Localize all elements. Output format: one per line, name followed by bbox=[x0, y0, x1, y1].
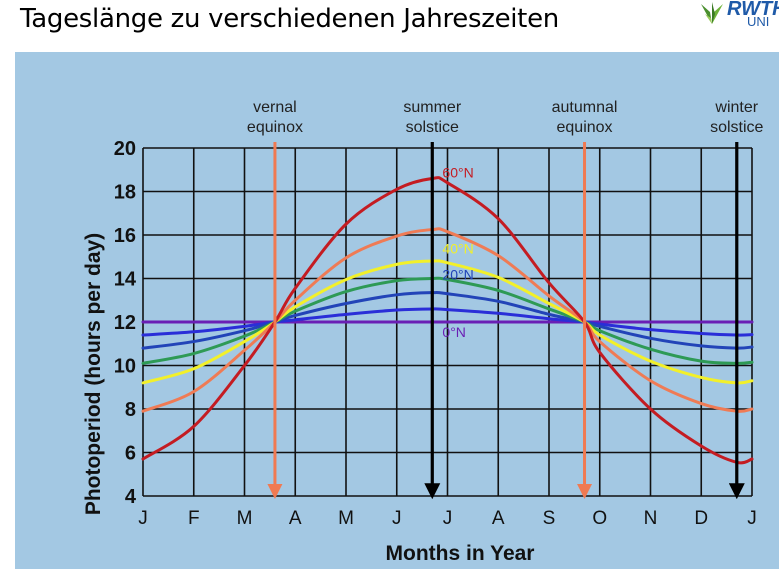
event-label: equinox bbox=[557, 119, 613, 136]
logo-leaf-icon bbox=[697, 0, 727, 26]
y-tick-label: 20 bbox=[114, 138, 136, 160]
event-label: solstice bbox=[406, 119, 459, 136]
y-tick-label: 4 bbox=[125, 486, 137, 508]
y-tick-label: 14 bbox=[114, 269, 137, 291]
event-label: autumnal bbox=[552, 99, 618, 116]
logo-sub-text: UNI bbox=[747, 14, 770, 29]
event-label: summer bbox=[403, 99, 461, 116]
y-tick-label: 6 bbox=[125, 443, 136, 465]
x-tick-label: S bbox=[543, 508, 556, 529]
x-tick-label: F bbox=[188, 508, 200, 529]
event-label: vernal bbox=[253, 99, 297, 116]
y-tick-label: 12 bbox=[114, 312, 136, 334]
x-tick-label: M bbox=[237, 508, 253, 529]
event-label: equinox bbox=[247, 119, 303, 136]
series-line bbox=[141, 176, 754, 465]
y-tick-label: 16 bbox=[114, 225, 136, 247]
chart-panel: 0°N 20°N 40°N 60°N vernal equinox summer solst… bbox=[15, 52, 779, 569]
event-label: winter bbox=[714, 99, 758, 116]
x-tick-label: A bbox=[289, 508, 302, 529]
university-logo: RWTH UNI bbox=[697, 0, 779, 29]
x-tick-label: A bbox=[492, 508, 505, 529]
slide-title: Tageslänge zu verschiedenen Jahreszeiten bbox=[20, 4, 559, 34]
series-label: 20°N bbox=[442, 267, 473, 283]
x-tick-label: D bbox=[694, 508, 708, 529]
x-tick-label: N bbox=[644, 508, 658, 529]
series-label: 60°N bbox=[442, 164, 473, 180]
logo-brand-text: RWTH bbox=[727, 0, 779, 20]
series-line bbox=[141, 259, 754, 385]
y-tick-label: 18 bbox=[114, 182, 136, 204]
chart-events-group: vernal equinox summer solstice autumnal equin… bbox=[247, 99, 764, 500]
y-tick-label: 8 bbox=[125, 399, 136, 421]
y-axis-title: Photoperiod (hours per day) bbox=[82, 233, 105, 515]
x-tick-label: J bbox=[443, 508, 453, 529]
series-label: 40°N bbox=[442, 240, 473, 256]
x-tick-label: M bbox=[338, 508, 354, 529]
series-line bbox=[141, 227, 754, 413]
series-label: 0°N bbox=[442, 324, 466, 340]
chart-series-group: 0°N 20°N 40°N 60°N bbox=[141, 164, 754, 465]
chart-ticks-group: 4 6 8 10 12 14 16 18 20 J F M A M J J A S O N D J bbox=[114, 138, 757, 529]
y-tick-label: 10 bbox=[114, 356, 136, 378]
x-tick-label: J bbox=[747, 508, 757, 529]
photoperiod-chart: 0°N 20°N 40°N 60°N vernal equinox summer solst… bbox=[82, 99, 764, 565]
x-tick-label: O bbox=[592, 508, 607, 529]
x-tick-label: J bbox=[138, 508, 148, 529]
x-tick-label: J bbox=[392, 508, 402, 529]
event-label: solstice bbox=[710, 119, 763, 136]
x-axis-title: Months in Year bbox=[386, 542, 535, 565]
